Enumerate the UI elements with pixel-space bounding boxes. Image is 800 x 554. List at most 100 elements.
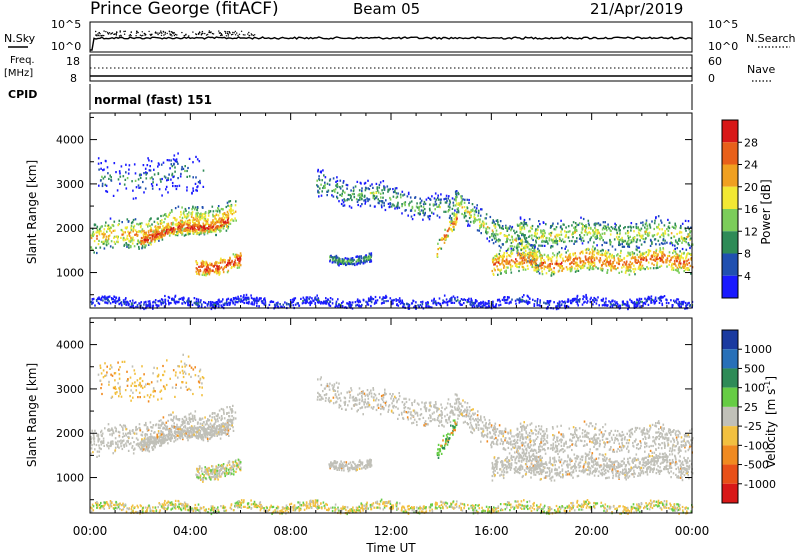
- power-cell: [582, 224, 584, 227]
- power-cell: [659, 236, 661, 239]
- power-cell: [383, 300, 385, 303]
- power-cell: [644, 231, 647, 234]
- power-cell: [515, 230, 518, 233]
- power-cell: [383, 186, 385, 189]
- power-cell: [153, 240, 156, 243]
- power-cell: [164, 301, 167, 304]
- power-cell: [541, 239, 544, 242]
- power-cell: [154, 233, 156, 236]
- power-cell: [125, 171, 127, 174]
- power-cell: [510, 271, 513, 274]
- power-cell: [515, 258, 517, 261]
- power-cell: [332, 195, 335, 198]
- noise-search-point: [129, 33, 131, 36]
- power-cell: [185, 217, 188, 220]
- power-cell: [540, 261, 543, 264]
- power-cell: [91, 301, 94, 304]
- power-cell: [467, 220, 469, 223]
- power-cell: [353, 258, 355, 261]
- power-cell: [601, 267, 603, 270]
- power-cell: [146, 238, 148, 241]
- power-cell: [589, 267, 591, 270]
- noise-search-point: [110, 33, 112, 35]
- power-cell: [528, 251, 531, 254]
- power-cell: [372, 186, 374, 189]
- power-cell: [215, 218, 217, 221]
- power-cell: [140, 301, 142, 304]
- power-cell: [334, 305, 337, 308]
- power-cell: [612, 265, 614, 268]
- noise-search-point: [201, 30, 204, 33]
- power-cell: [605, 264, 608, 267]
- power-cell: [200, 303, 203, 306]
- power-cell: [440, 247, 443, 250]
- power-cell: [623, 245, 626, 248]
- power-cell: [664, 242, 666, 245]
- power-cell: [346, 257, 348, 260]
- power-cell: [253, 300, 256, 303]
- power-cell: [214, 222, 216, 225]
- power-cell: [613, 259, 616, 262]
- power-cell: [176, 300, 178, 303]
- power-cell: [595, 228, 597, 231]
- power-cell: [114, 299, 116, 302]
- power-cell: [126, 243, 128, 246]
- power-cell: [621, 240, 623, 243]
- power-cell: [316, 294, 318, 297]
- power-cell: [218, 217, 221, 220]
- power-cell: [154, 231, 157, 234]
- power-cell: [632, 236, 635, 240]
- power-cell: [128, 164, 131, 167]
- power-cell: [685, 257, 687, 260]
- power-cell: [231, 218, 233, 221]
- power-cell: [510, 227, 513, 230]
- power-cell: [578, 256, 581, 259]
- power-cell: [473, 302, 475, 305]
- power-cell: [413, 306, 415, 309]
- power-cell: [254, 297, 256, 300]
- power-cell: [106, 224, 109, 227]
- power-cell: [369, 192, 372, 195]
- power-cell: [210, 230, 213, 234]
- power-cell: [151, 237, 154, 240]
- power-cell: [346, 260, 348, 263]
- power-cell: [333, 189, 335, 192]
- power-cell: [137, 184, 140, 187]
- power-cell: [174, 230, 176, 233]
- power-cell: [607, 255, 610, 258]
- power-cell: [464, 198, 466, 201]
- power-cell: [461, 206, 464, 209]
- power-cell: [554, 235, 556, 238]
- power-cell: [350, 189, 352, 192]
- power-cell: [228, 303, 230, 306]
- power-cell: [116, 189, 119, 192]
- power-cell: [192, 229, 194, 232]
- power-cell: [506, 248, 509, 251]
- power-cell: [187, 301, 189, 304]
- power-cell: [122, 299, 125, 302]
- power-cell: [214, 226, 217, 229]
- power-cell: [434, 208, 436, 211]
- power-cell: [596, 222, 598, 225]
- power-cell: [108, 300, 110, 303]
- power-cell: [405, 209, 407, 212]
- power-cell: [268, 303, 271, 306]
- power-cell: [536, 270, 538, 273]
- power-cell: [321, 179, 323, 182]
- power-cell: [172, 223, 174, 226]
- power-cell: [485, 303, 487, 306]
- power-cell: [547, 302, 550, 305]
- power-cell: [205, 261, 208, 264]
- power-cell: [256, 304, 258, 307]
- power-cell: [461, 303, 463, 306]
- power-cell: [341, 199, 344, 202]
- power-cell: [493, 237, 496, 240]
- power-cell: [325, 297, 327, 300]
- power-cell: [143, 235, 145, 238]
- power-cell: [150, 183, 153, 186]
- power-cell: [457, 202, 460, 205]
- power-cell: [678, 271, 680, 274]
- power-cell: [356, 255, 358, 258]
- power-cell: [565, 251, 567, 254]
